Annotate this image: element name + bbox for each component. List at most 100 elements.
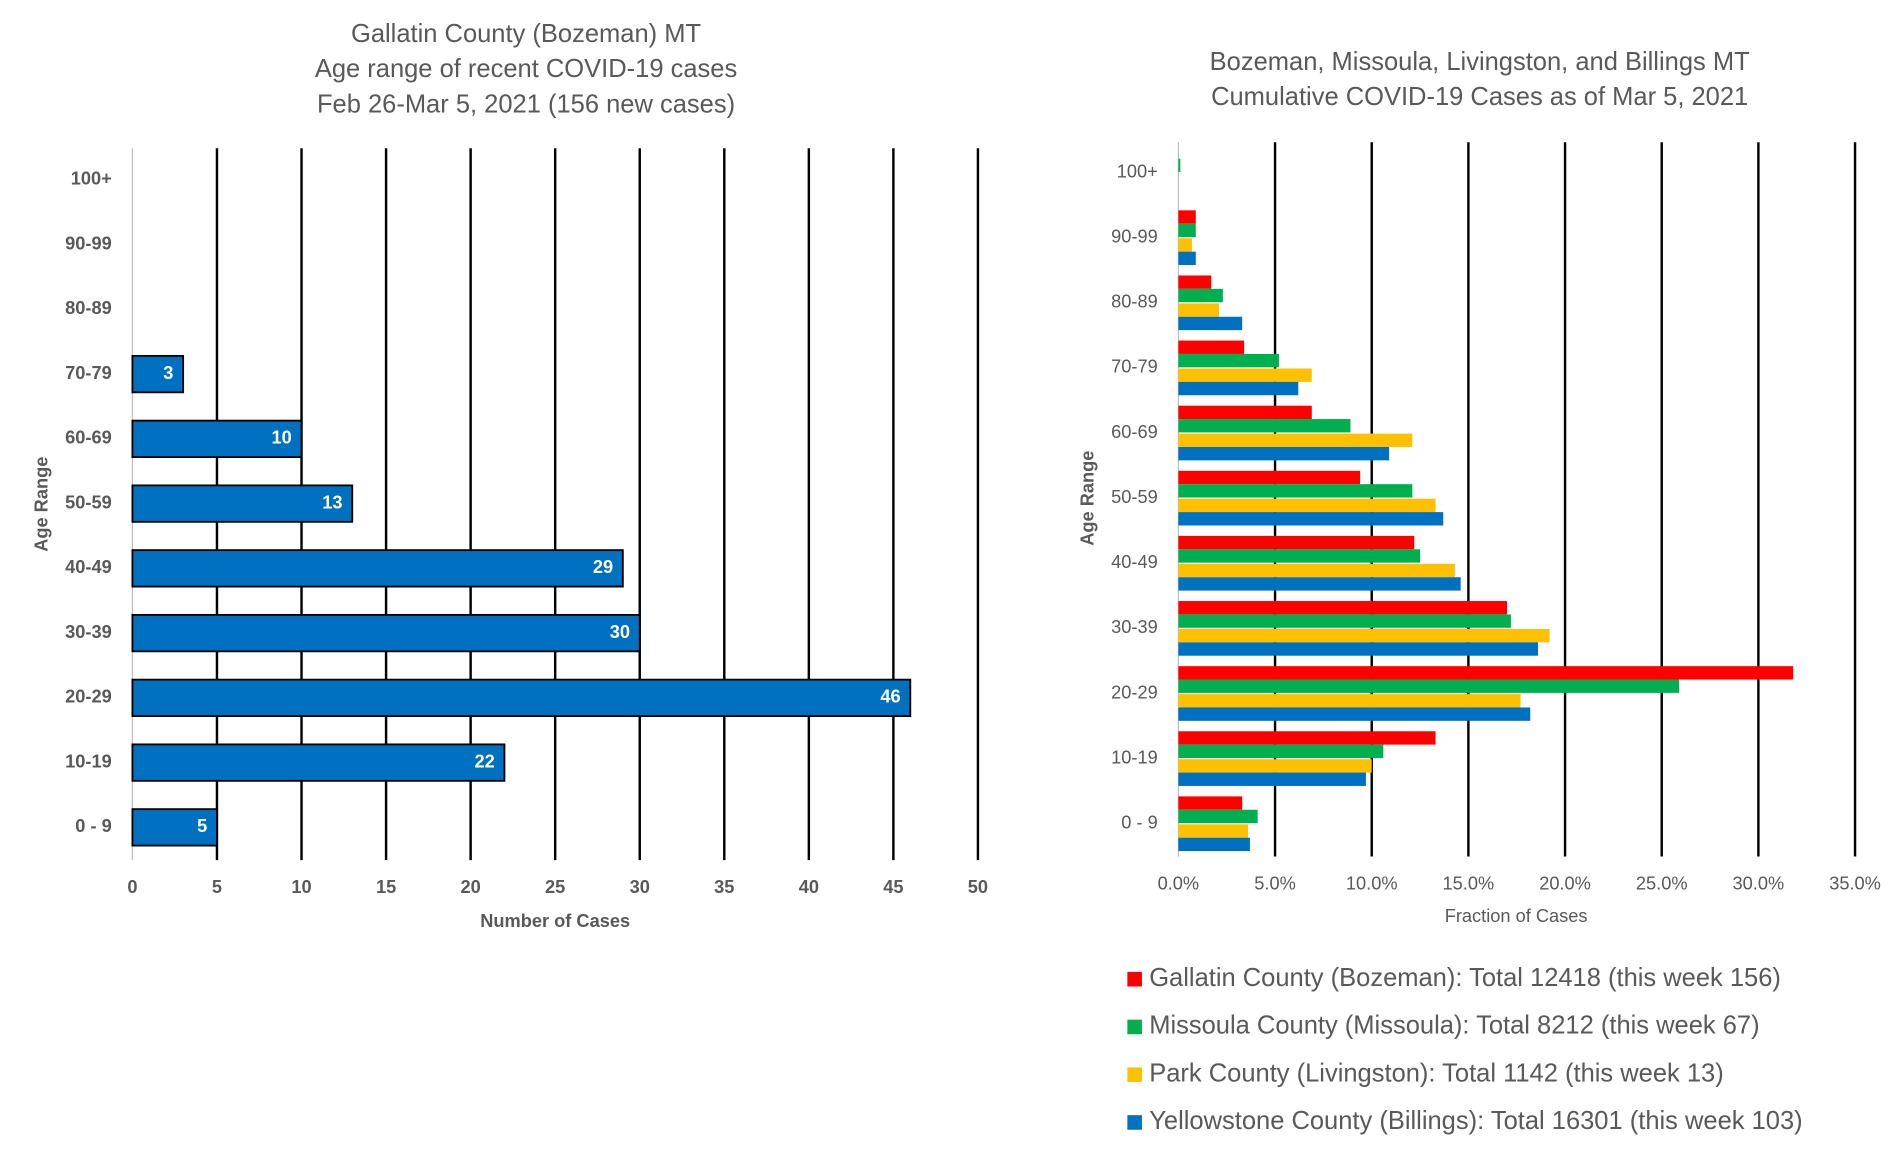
legend-swatch <box>1127 1067 1142 1082</box>
bar <box>1178 549 1421 563</box>
y-tick-label: 10-19 <box>65 751 112 771</box>
bar <box>131 419 303 458</box>
legend-label: Yellowstone County (Billings): Total 163… <box>1149 1107 1802 1135</box>
bar <box>1178 694 1521 708</box>
legend-swatch <box>1127 971 1142 987</box>
y-tick-label: 50-59 <box>65 492 112 512</box>
bar <box>131 613 641 653</box>
bar <box>1178 316 1243 331</box>
bar <box>1178 275 1212 289</box>
chart-title: Age range of recent COVID-19 cases <box>315 55 737 83</box>
bar <box>1178 535 1415 550</box>
y-tick-label: 100+ <box>71 169 112 189</box>
y-tick-label: 70-79 <box>65 363 112 383</box>
y-axis-label: Age Range <box>31 457 51 552</box>
y-tick-label: 0 - 9 <box>75 816 111 836</box>
x-tick-label: 45 <box>883 877 903 897</box>
data-label: 5 <box>197 816 207 836</box>
bar <box>1178 223 1196 238</box>
chart-title: Cumulative COVID-19 Cases as of Mar 5, 2… <box>1211 83 1748 111</box>
x-tick-label: 30 <box>630 877 650 897</box>
bar <box>131 808 218 847</box>
x-tick-label: 15.0% <box>1443 873 1495 893</box>
y-tick-label: 80-89 <box>65 298 112 318</box>
y-tick-label: 60-69 <box>65 428 112 448</box>
x-tick-label: 0 <box>127 877 137 897</box>
y-tick-label: 100+ <box>1117 161 1158 181</box>
bar <box>1178 512 1444 526</box>
x-tick-label: 15 <box>376 877 396 897</box>
x-tick-label: 10 <box>291 877 311 897</box>
x-tick-label: 5 <box>212 877 222 897</box>
x-tick-label: 40 <box>799 877 819 897</box>
bar <box>1178 484 1413 498</box>
chart-title: Feb 26-Mar 5, 2021 (156 new cases) <box>317 90 735 118</box>
y-tick-label: 40-49 <box>65 557 112 577</box>
legend-label: Missoula County (Missoula): Total 8212 (… <box>1149 1012 1759 1040</box>
bar <box>1178 744 1384 758</box>
bar <box>1178 731 1436 745</box>
x-tick-label: 0.0% <box>1158 873 1200 893</box>
bar <box>1178 809 1258 824</box>
x-axis-label: Fraction of Cases <box>1445 906 1588 926</box>
bar <box>1178 238 1192 252</box>
y-tick-label: 20-29 <box>1111 682 1158 702</box>
bar <box>1178 679 1680 693</box>
bar <box>1178 796 1243 810</box>
y-tick-label: 0 - 9 <box>1121 813 1157 833</box>
y-tick-label: 30-39 <box>65 622 112 642</box>
bar <box>1178 837 1250 852</box>
bar <box>1178 577 1461 591</box>
bar <box>1178 368 1312 382</box>
data-label: 30 <box>610 622 630 642</box>
bar <box>131 484 354 523</box>
x-axis-label: Number of Cases <box>480 911 630 931</box>
x-tick-label: 20.0% <box>1539 873 1591 893</box>
bar <box>1178 470 1361 485</box>
y-tick-label: 20-29 <box>65 687 112 707</box>
x-tick-label: 5.0% <box>1254 873 1296 893</box>
y-tick-label: 50-59 <box>1111 487 1158 507</box>
bar <box>1178 498 1436 513</box>
bar <box>1178 251 1196 266</box>
x-tick-label: 20 <box>460 877 480 897</box>
bar <box>1178 446 1390 461</box>
bar <box>131 743 506 782</box>
bar <box>1178 405 1312 420</box>
y-tick-label: 90-99 <box>1111 226 1158 246</box>
bar <box>1178 381 1299 396</box>
bar <box>1178 158 1181 172</box>
bar <box>131 354 185 394</box>
bar <box>1178 210 1196 224</box>
chart-title: Bozeman, Missoula, Livingston, and Billi… <box>1210 48 1750 76</box>
bar <box>131 678 912 717</box>
bar <box>1178 563 1455 578</box>
bar <box>1178 288 1223 303</box>
legend-label: Gallatin County (Bozeman): Total 12418 (… <box>1149 964 1781 992</box>
y-tick-label: 10-19 <box>1111 747 1158 767</box>
legend-swatch <box>1127 1019 1142 1035</box>
bar <box>1178 642 1538 656</box>
bar <box>1178 340 1245 354</box>
bar <box>131 549 624 588</box>
y-axis-label: Age Range <box>1077 451 1097 546</box>
bar <box>1178 433 1413 447</box>
x-tick-label: 35 <box>714 877 734 897</box>
chart-title: Gallatin County (Bozeman) MT <box>351 20 701 48</box>
bar <box>1178 759 1372 773</box>
x-tick-label: 35.0% <box>1829 873 1881 893</box>
bar <box>1178 614 1511 628</box>
data-label: 29 <box>593 557 613 577</box>
legend-swatch <box>1127 1115 1142 1130</box>
bar <box>1178 601 1508 615</box>
x-tick-label: 50 <box>968 877 988 897</box>
bar <box>1178 303 1219 317</box>
data-label: 3 <box>163 363 173 383</box>
legend-label: Park County (Livingston): Total 1142 (th… <box>1149 1059 1724 1087</box>
bar <box>1178 666 1794 680</box>
data-label: 46 <box>880 687 900 707</box>
data-label: 22 <box>474 751 494 771</box>
bar <box>1178 419 1351 433</box>
